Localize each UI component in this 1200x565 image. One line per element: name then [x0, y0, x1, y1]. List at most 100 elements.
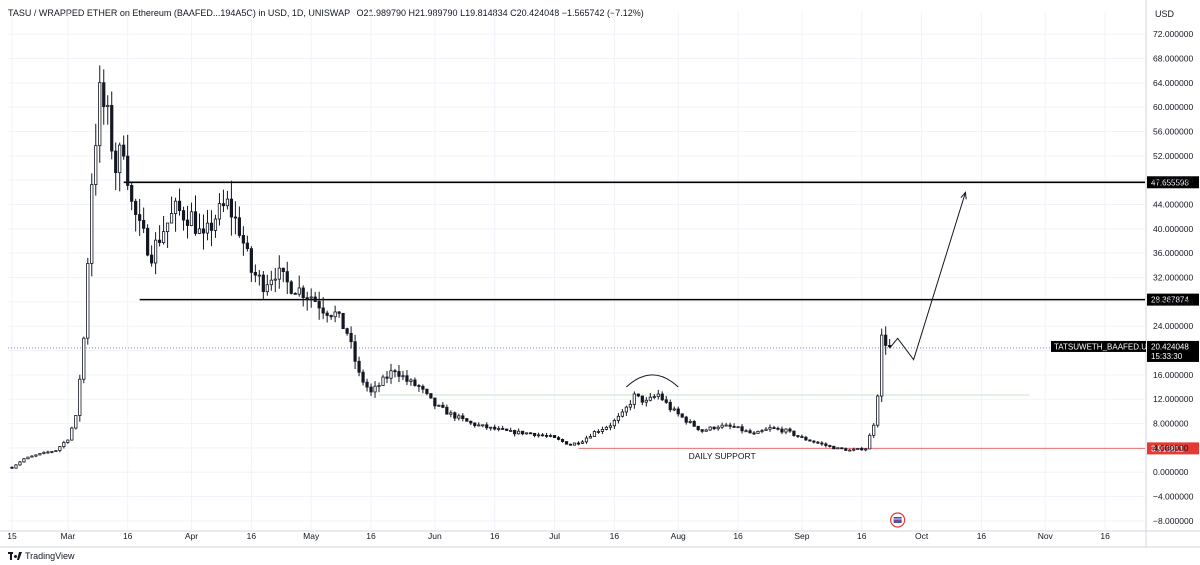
candle-body — [620, 411, 624, 417]
candle-body — [784, 428, 788, 433]
candle-body — [692, 421, 696, 427]
chart-header: TASU / WRAPPED ETHER on Ethereum (BAAFED… — [8, 8, 644, 18]
candle-body — [297, 287, 301, 295]
candle-body — [293, 293, 297, 295]
time-tick-label: Jul — [549, 531, 560, 541]
candle-body — [864, 448, 868, 451]
candle-body — [856, 448, 860, 450]
candle-body — [189, 211, 194, 226]
candle-body — [82, 337, 86, 380]
candle-body — [824, 443, 828, 446]
candle-body — [608, 425, 613, 428]
level-price-tag — [1147, 176, 1199, 189]
candle-body — [413, 379, 417, 386]
time-tick-label: 16 — [123, 531, 133, 541]
price-tick-label: 52.000000 — [1153, 151, 1193, 161]
candle-body — [241, 235, 245, 244]
candle-body — [800, 436, 804, 438]
candle-body — [592, 431, 597, 437]
price-tick-label: 72.000000 — [1153, 29, 1193, 39]
time-axis[interactable]: 15 Mar 16 Apr 16 May 16 Jun 16 Jul 16 Aug 16 Sep 16 Oct… — [0, 530, 1200, 548]
candle-body — [114, 150, 118, 174]
candle-body — [540, 434, 545, 437]
candle-body — [393, 370, 397, 373]
candle-body — [776, 427, 780, 430]
candle-body — [556, 437, 561, 440]
price-tick-label: 60.000000 — [1153, 102, 1193, 112]
candle-body — [720, 424, 724, 428]
price-tick-label: 56.000000 — [1153, 127, 1193, 137]
candle-body — [537, 434, 541, 437]
candle-body — [736, 426, 740, 429]
candle-body — [676, 408, 680, 415]
candle-body — [229, 198, 234, 218]
candle-body — [433, 397, 437, 407]
price-tick-label: 32.000000 — [1153, 273, 1193, 283]
bar-countdown-label: 15:33:30 — [1151, 352, 1183, 361]
candle-body — [760, 430, 764, 432]
candle-body — [197, 228, 202, 234]
candle-body — [756, 430, 760, 434]
candle-body — [441, 404, 445, 408]
price-axis[interactable]: 72.000000 68.000000 64.000000 60.000000 56.0… — [1051, 0, 1199, 547]
price-tick-label: 16.000000 — [1153, 370, 1193, 380]
candle-body — [668, 402, 672, 411]
price-tick-label: 40.000000 — [1153, 224, 1193, 234]
candle-body — [357, 360, 361, 373]
candle-body — [509, 430, 513, 432]
candle-body — [880, 334, 884, 397]
candle-body — [102, 82, 106, 108]
candle-body — [764, 428, 768, 431]
currency-label[interactable]: USD — [1155, 9, 1175, 19]
candle-body — [688, 421, 692, 423]
candle-body — [465, 418, 469, 422]
candle-body — [437, 404, 441, 407]
candle-body — [333, 311, 337, 318]
candle-body — [453, 412, 457, 419]
candle-body — [369, 386, 373, 393]
price-tick-label: 44.000000 — [1153, 200, 1193, 210]
time-tick-label: 16 — [366, 531, 376, 541]
candle-body — [237, 217, 241, 236]
candle-body — [301, 287, 305, 299]
candle-body — [209, 222, 214, 231]
symbol-tag-label: TATSUWETH_BAAFED.USD — [1054, 342, 1158, 351]
candle-body — [596, 431, 601, 433]
candle-body — [281, 267, 285, 272]
candle-body — [409, 379, 413, 382]
tradingview-logo[interactable]: TradingView — [8, 551, 75, 561]
candle-body — [30, 455, 34, 458]
candle-body — [493, 426, 497, 430]
time-tick-label: Aug — [671, 531, 686, 541]
time-tick-label: Jun — [428, 531, 442, 541]
horizontal-levels[interactable]: 47.655598 28.367874 3.913811 — [8, 176, 1199, 455]
arrow-head — [960, 191, 967, 200]
candle-body — [884, 334, 888, 346]
candle-body — [656, 393, 660, 397]
candle-body — [572, 442, 577, 446]
candle-body — [110, 104, 114, 152]
candle-body — [564, 441, 569, 445]
last-price-tag — [1147, 340, 1199, 362]
candle-body — [273, 278, 277, 281]
annotations[interactable]: DAILY SUPPORT — [626, 191, 967, 528]
ohlc-high: H21.989790 — [408, 8, 458, 18]
candle-body — [150, 254, 154, 264]
candle-body — [840, 447, 844, 450]
time-tick-label: 15 — [7, 531, 17, 541]
candle-body — [122, 144, 126, 157]
candle-body — [353, 341, 357, 362]
candle-body — [724, 424, 728, 427]
candle-body — [321, 307, 325, 314]
candle-body — [816, 441, 820, 444]
symbol-tag — [1051, 340, 1146, 352]
candle-body — [245, 242, 249, 250]
time-tick-label: 16 — [247, 531, 257, 541]
candle-body — [138, 214, 142, 221]
candle-body — [768, 427, 772, 430]
candle-body — [848, 449, 852, 452]
candle-body — [708, 426, 712, 431]
price-tick-label: 0.000000 — [1153, 467, 1189, 477]
symbol-title: TASU / WRAPPED ETHER on Ethereum (BAAFED… — [8, 8, 350, 18]
